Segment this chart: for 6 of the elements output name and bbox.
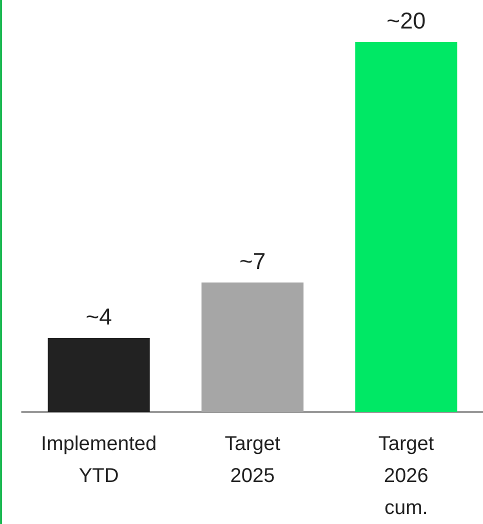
data-label: ~20 <box>386 8 426 34</box>
data-label: ~7 <box>239 248 266 274</box>
x-tick-label: Implemented YTD <box>41 433 157 487</box>
x-tick-label: Target 2026 cum. <box>378 433 434 519</box>
data-label: ~4 <box>86 304 112 330</box>
x-tick-label: Target 2025 <box>224 433 281 487</box>
